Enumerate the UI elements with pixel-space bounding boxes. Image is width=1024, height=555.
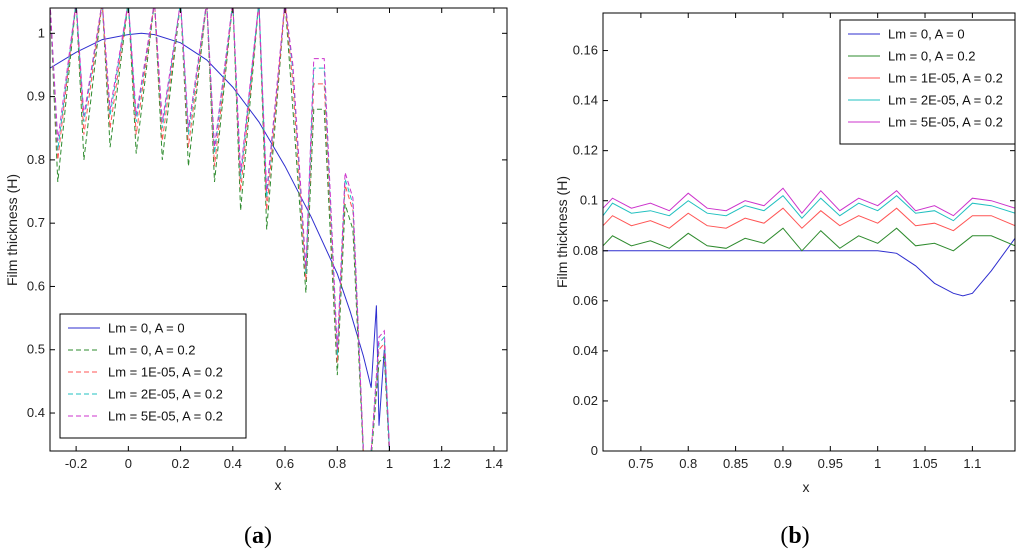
chart-panel-b: 0.75 0.8 0.85 0.9 0.95 1 1.05 1.1 0 0.02 0.04 0.06 0… <box>554 12 1016 549</box>
x-tick-label: 0.8 <box>328 456 346 471</box>
legend-entry: Lm = 2E-05, A = 0.2 <box>108 387 223 402</box>
y-tick-label: 0.04 <box>573 343 598 358</box>
series-line-5 <box>603 187 1015 217</box>
series-line-2 <box>50 8 390 451</box>
y-tick-label: 0.14 <box>573 93 598 108</box>
chart-panel-a: -0.2 0 0.2 0.4 0.6 0.8 1 1.2 1.4 0.4 0.5 0.6 0.7 0.8 0… <box>4 7 508 549</box>
x-tick-label: 0.95 <box>818 456 843 471</box>
y-tick-label: 0.06 <box>573 293 598 308</box>
legend-entry: Lm = 0, A = 0.2 <box>108 343 195 358</box>
legend-entry: Lm = 2E-05, A = 0.2 <box>888 93 1003 108</box>
legend-box <box>59 313 247 439</box>
y-tick-label: 0.08 <box>573 243 598 258</box>
x-tick-label: 0 <box>125 456 132 471</box>
series-line-3 <box>603 207 1015 232</box>
y-tick-label: 0.02 <box>573 393 598 408</box>
series-lines <box>603 187 1015 297</box>
legend-entry: Lm = 0, A = 0 <box>108 321 185 336</box>
x-tick-label: 0.2 <box>172 456 190 471</box>
y-axis-label: Film thickness (H) <box>4 174 20 286</box>
legend: Lm = 0, A = 0 Lm = 0, A = 0.2 Lm = 1E-05, … <box>59 313 247 439</box>
panel-label: (b) <box>780 523 809 549</box>
y-tick-label: 0.9 <box>27 89 45 104</box>
legend-entry: Lm = 5E-05, A = 0.2 <box>108 409 223 424</box>
y-tick-label: 0.1 <box>580 193 598 208</box>
x-tick-label: 0.6 <box>276 456 294 471</box>
plot-frame <box>49 7 508 452</box>
y-tick-label: 0.5 <box>27 342 45 357</box>
y-tick-label: 0 <box>591 443 598 458</box>
legend-entry: Lm = 1E-05, A = 0.2 <box>888 71 1003 86</box>
x-tick-label: 0.85 <box>723 456 748 471</box>
legend-entry: Lm = 1E-05, A = 0.2 <box>108 365 223 380</box>
x-tick-label: 1.4 <box>485 456 503 471</box>
series-line-5 <box>50 8 390 451</box>
series-lines <box>50 8 390 451</box>
y-tick-label: 0.4 <box>27 405 45 420</box>
x-tick-label: 0.75 <box>628 456 653 471</box>
x-tick-label: -0.2 <box>65 456 87 471</box>
x-tick-label: 0.8 <box>679 456 697 471</box>
plot-frame <box>602 12 1016 452</box>
legend-entry: Lm = 0, A = 0 <box>888 27 965 42</box>
x-tick-label: 0.9 <box>774 456 792 471</box>
panel-label: (a) <box>244 523 272 549</box>
y-axis-label: Film thickness (H) <box>554 176 570 288</box>
legend-entry: Lm = 0, A = 0.2 <box>888 49 975 64</box>
series-line-2 <box>603 227 1015 252</box>
legend: Lm = 0, A = 0 Lm = 0, A = 0.2 Lm = 1E-05, … <box>839 19 1016 145</box>
x-tick-label: 0.4 <box>224 456 242 471</box>
x-tick-label: 1 <box>386 456 393 471</box>
legend-entry: Lm = 5E-05, A = 0.2 <box>888 115 1003 130</box>
x-tick-label: 1.05 <box>912 456 937 471</box>
x-axis-label: x <box>803 479 810 495</box>
y-tick-label: 0.6 <box>27 278 45 293</box>
legend-box <box>839 19 1016 145</box>
x-axis-label: x <box>275 477 282 493</box>
y-tick-label: 0.16 <box>573 43 598 58</box>
y-tick-label: 0.7 <box>27 215 45 230</box>
x-tick-label: 1 <box>874 456 881 471</box>
series-line-4 <box>603 195 1015 222</box>
series-line-1 <box>603 238 1015 297</box>
x-tick-label: 1.1 <box>963 456 981 471</box>
y-tick-label: 0.8 <box>27 152 45 167</box>
y-tick-label: 1 <box>38 25 45 40</box>
y-tick-label: 0.12 <box>573 143 598 158</box>
series-line-3 <box>50 8 390 451</box>
x-tick-label: 1.2 <box>433 456 451 471</box>
